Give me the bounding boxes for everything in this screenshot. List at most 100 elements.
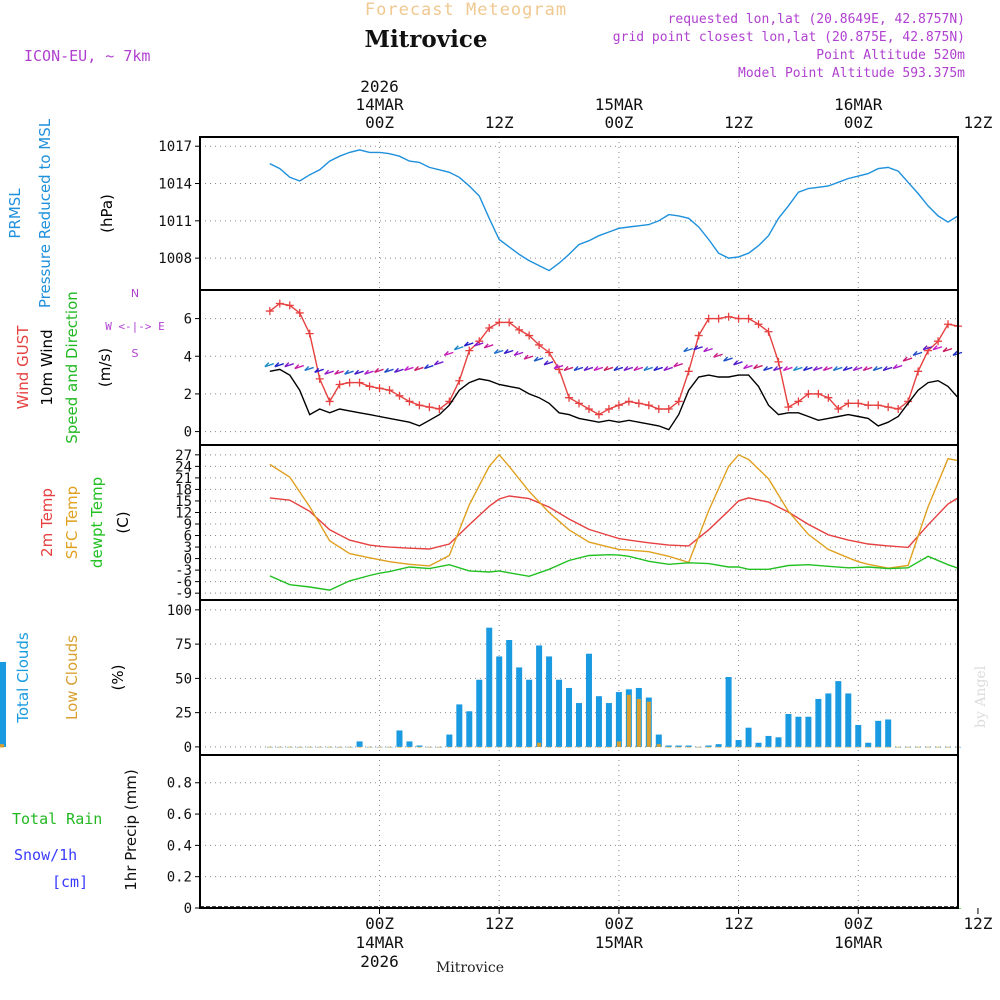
- time-tick-label-top: 00Z: [604, 113, 633, 132]
- wind-direction-arrow: [274, 362, 285, 368]
- bar-low-clouds: [357, 746, 362, 748]
- wind-direction-arrow: [832, 365, 843, 372]
- y-tick-label: 1014: [158, 177, 192, 193]
- series-line-dewpt-temp: [269, 553, 959, 591]
- y-tick-label: -3: [175, 563, 192, 579]
- gust-marker: [325, 397, 334, 406]
- gust-marker: [395, 391, 404, 400]
- bar-low-clouds: [706, 746, 711, 748]
- wind-direction-arrow: [822, 365, 833, 372]
- wind-direction-arrow: [483, 343, 494, 349]
- bar-total-clouds: [396, 730, 403, 747]
- wind-direction-arrow: [433, 360, 444, 366]
- y-tick-label: 2: [184, 387, 192, 403]
- wind-direction-arrow: [673, 362, 683, 368]
- gust-marker: [764, 327, 773, 336]
- time-tick-label-bottom: 12Z: [485, 914, 514, 933]
- gust-marker: [914, 367, 923, 376]
- wind-direction-arrow: [453, 345, 464, 351]
- bar-total-clouds: [855, 724, 862, 747]
- bar-low-clouds: [397, 746, 402, 748]
- bar-total-clouds: [875, 720, 882, 747]
- gust-marker: [644, 401, 653, 410]
- bar-total-clouds: [615, 692, 622, 747]
- y-tick-label: 3: [184, 540, 192, 556]
- wind-direction-arrow: [533, 356, 544, 362]
- gust-marker: [624, 397, 633, 406]
- bar-total-clouds: [685, 745, 692, 747]
- bar-total-clouds: [805, 716, 812, 747]
- bar-low-clouds: [746, 746, 751, 748]
- wind-direction-arrow: [523, 354, 534, 360]
- wind-direction-arrow: [603, 365, 614, 372]
- wind-direction-arrow: [733, 360, 743, 366]
- bar-total-clouds: [845, 693, 852, 747]
- series-line-prmsl: [269, 149, 959, 272]
- y-tick-label: 6: [184, 312, 192, 328]
- wind-direction-arrow: [294, 364, 304, 370]
- gust-marker: [285, 301, 294, 310]
- wind-direction-arrow: [842, 365, 853, 372]
- bar-low-clouds: [347, 746, 352, 748]
- bar-low-clouds: [507, 746, 512, 748]
- gust-marker: [874, 401, 883, 410]
- bar-total-clouds: [745, 727, 752, 747]
- wind-direction-arrow: [493, 348, 504, 355]
- time-tick-label-top: 00Z: [844, 113, 873, 132]
- y-tick-label: 1017: [158, 139, 192, 155]
- bar-total-clouds: [416, 745, 423, 747]
- bar-low-clouds: [307, 746, 312, 748]
- bar-low-clouds: [527, 746, 532, 748]
- gust-marker: [664, 404, 673, 413]
- bar-low-clouds: [676, 746, 681, 748]
- bar-total-clouds: [516, 667, 523, 747]
- gust-marker: [275, 299, 284, 308]
- wind-direction-arrow: [563, 365, 574, 372]
- y-tick-label: 6: [184, 529, 192, 545]
- y-tick-label: 12: [175, 505, 192, 521]
- bar-total-clouds: [536, 645, 543, 747]
- axis-label-temperature: 2m Temp: [38, 488, 56, 557]
- axis-label-temperature: (C): [114, 511, 132, 533]
- bar-low-clouds: [856, 746, 861, 748]
- bar-low-clouds: [666, 746, 671, 748]
- wind-direction-arrow: [683, 347, 693, 353]
- wind-direction-arrow: [403, 365, 414, 372]
- axis-label-precip: 1hr Precip (mm): [122, 769, 140, 890]
- bar-total-clouds: [675, 745, 682, 747]
- gust-marker: [515, 325, 524, 334]
- bar-low-clouds: [626, 694, 631, 747]
- bar-low-clouds: [806, 746, 811, 748]
- compass-north: N: [131, 287, 139, 300]
- wind-direction-arrow: [872, 365, 883, 372]
- point-altitude: Point Altitude 520m: [816, 48, 965, 63]
- time-tick-label-bottom: 00Z: [844, 914, 873, 933]
- bar-total-clouds: [466, 711, 473, 747]
- gust-marker: [674, 397, 683, 406]
- time-tick-label-top: 12Z: [963, 113, 992, 132]
- bar-low-clouds: [606, 746, 611, 748]
- y-tick-label: 18: [175, 482, 192, 498]
- wind-direction-arrow: [703, 347, 713, 353]
- wind-direction-arrow: [344, 369, 354, 375]
- bar-low-clouds: [367, 746, 372, 748]
- gust-marker: [415, 401, 424, 410]
- gust-marker: [435, 404, 444, 413]
- bar-total-clouds: [835, 681, 842, 747]
- bar-total-clouds: [595, 696, 602, 747]
- bar-low-clouds: [836, 746, 841, 748]
- bar-low-clouds: [636, 698, 641, 747]
- bar-low-clouds: [756, 746, 761, 748]
- wind-direction-arrow: [912, 350, 923, 357]
- wind-direction-arrow: [892, 364, 903, 370]
- bar-total-clouds: [785, 714, 792, 747]
- year-label-bottom: 2026: [360, 952, 399, 971]
- gust-marker: [794, 397, 803, 406]
- bar-low-clouds: [417, 746, 422, 748]
- date-label-top: 16MAR: [834, 95, 883, 114]
- time-tick-label-bottom: 00Z: [365, 914, 394, 933]
- wind-direction-arrow: [753, 364, 763, 370]
- bar-total-clouds: [665, 745, 672, 747]
- axis-label-wind: 10m Wind: [38, 329, 56, 405]
- wind-direction-arrow: [264, 362, 275, 368]
